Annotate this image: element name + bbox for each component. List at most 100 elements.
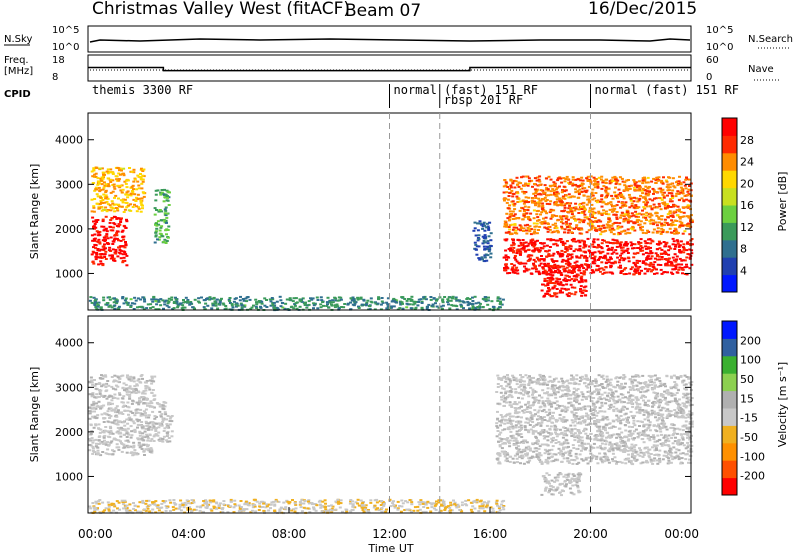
echo-cell	[295, 301, 299, 304]
echo-cell	[95, 193, 99, 196]
echo-cell	[144, 448, 148, 451]
echo-cell	[624, 267, 628, 270]
echo-cell	[164, 229, 168, 232]
echo-cell	[112, 222, 116, 225]
echo-cell	[572, 206, 576, 209]
echo-cell	[563, 206, 567, 209]
echo-cell	[549, 178, 553, 181]
echo-cell	[111, 387, 115, 390]
echo-cell	[120, 230, 124, 233]
echo-cell	[626, 221, 630, 224]
echo-cell	[568, 181, 572, 184]
echo-cell	[580, 275, 584, 278]
echo-cell	[678, 217, 682, 220]
echo-cell	[533, 249, 536, 252]
echo-cell	[564, 215, 568, 218]
echo-cell	[140, 374, 144, 376]
echo-cell	[117, 501, 121, 504]
echo-cell	[619, 243, 623, 246]
echo-cell	[644, 232, 648, 235]
echo-cell	[656, 248, 660, 251]
echo-cell	[583, 187, 587, 190]
echo-cell	[189, 301, 193, 303]
echo-cell	[675, 255, 679, 258]
echo-cell	[326, 296, 330, 299]
echo-cell	[664, 179, 668, 182]
echo-cell	[159, 304, 163, 307]
echo-cell	[206, 304, 210, 307]
echo-cell	[519, 225, 523, 228]
echo-cell	[190, 499, 194, 502]
echo-cell	[567, 261, 571, 264]
echo-cell	[597, 210, 601, 213]
echo-cell	[601, 439, 605, 442]
echo-cell	[117, 446, 121, 449]
echo-cell	[479, 507, 483, 510]
echo-cell	[669, 392, 673, 395]
echo-cell	[624, 187, 628, 190]
echo-cell	[102, 431, 106, 434]
echo-cell	[553, 284, 557, 287]
echo-cell	[482, 221, 486, 224]
echo-cell	[419, 298, 423, 301]
echo-cell	[422, 297, 426, 300]
cpid-segment-label: normal (fast) 151 RF	[394, 83, 539, 97]
echo-cell	[185, 499, 189, 502]
echo-cell	[522, 214, 526, 217]
echo-cell	[467, 303, 471, 305]
echo-cell	[685, 273, 689, 276]
echo-cell	[157, 403, 161, 406]
echo-cell	[364, 504, 368, 507]
echo-cell	[612, 251, 616, 254]
echo-cell	[472, 229, 476, 232]
echo-cell	[642, 216, 645, 219]
echo-cell	[548, 278, 552, 281]
echo-cell	[115, 302, 119, 305]
echo-cell	[679, 251, 683, 254]
echo-cell	[302, 502, 306, 505]
echo-cell	[449, 501, 453, 504]
echo-cell	[380, 510, 384, 513]
echo-cell	[566, 218, 570, 221]
echo-cell	[547, 253, 551, 256]
echo-cell	[165, 506, 169, 509]
echo-cell	[151, 503, 155, 505]
echo-cell	[645, 211, 649, 214]
echo-cell	[546, 277, 550, 280]
echo-cell	[278, 510, 282, 513]
echo-cell	[594, 178, 598, 180]
echo-cell	[665, 207, 669, 210]
echo-cell	[422, 506, 426, 508]
echo-cell	[219, 299, 222, 302]
echo-cell	[170, 415, 174, 417]
echo-cell	[161, 419, 165, 422]
echo-cell	[649, 257, 653, 260]
echo-cell	[139, 375, 143, 378]
echo-cell	[328, 299, 332, 302]
echo-cell	[547, 287, 550, 289]
echo-cell	[240, 509, 244, 512]
echo-cell	[668, 176, 672, 179]
colorbar-swatch	[722, 152, 737, 171]
echo-cell	[577, 264, 581, 267]
echo-cell	[678, 428, 682, 431]
echo-cell	[559, 177, 563, 180]
echo-cell	[541, 242, 545, 245]
echo-cell	[651, 265, 655, 268]
echo-cell	[376, 302, 380, 305]
echo-cell	[102, 171, 106, 174]
echo-cell	[580, 239, 584, 242]
echo-cell	[615, 221, 619, 224]
echo-cell	[565, 266, 569, 269]
echo-cell	[369, 300, 373, 303]
echo-cell	[644, 199, 648, 202]
echo-cell	[659, 264, 663, 266]
echo-cell	[491, 507, 495, 510]
echo-cell	[580, 184, 584, 187]
echo-cell	[598, 396, 602, 399]
echo-cell	[661, 188, 665, 191]
echo-cell	[563, 197, 567, 200]
echo-cell	[124, 244, 128, 247]
echo-cell	[582, 243, 586, 246]
echo-cell	[124, 243, 128, 246]
